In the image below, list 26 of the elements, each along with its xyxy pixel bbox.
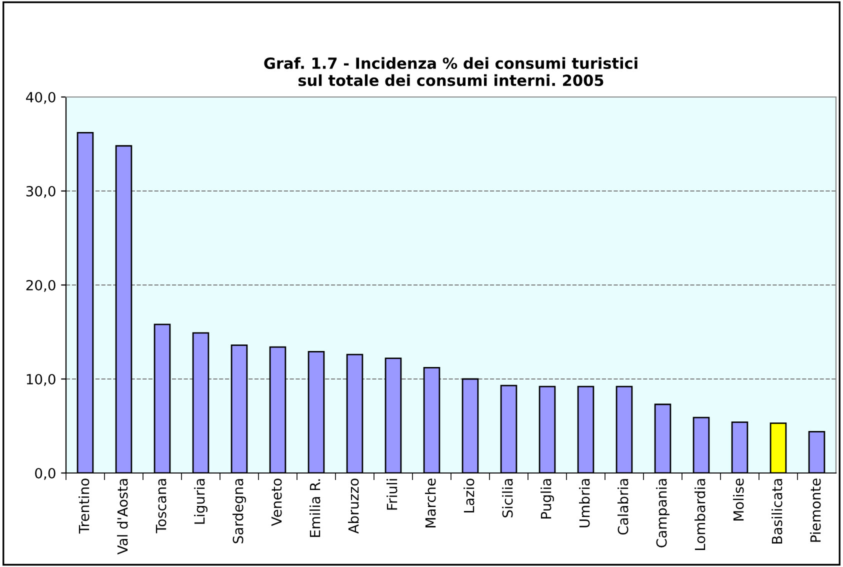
x-tick-label: Toscana [156,479,166,534]
x-tick-label: Emilia R. [310,479,320,537]
y-tick-label: 0,0 [35,468,56,480]
y-tick-label: 30,0 [26,186,56,198]
x-tick-label: Sardegna [232,479,246,544]
x-tick-label: Marche [425,478,436,528]
x-tick-label: Friuli [386,479,398,510]
x-tick-label: Puglia [540,479,554,518]
y-tick-label: 20,0 [26,280,56,292]
x-tick-label: Calabria [618,479,628,535]
y-tick-label: 10,0 [26,374,56,386]
x-tick-label: Piemonte [810,478,821,542]
x-tick-label: Veneto [271,478,282,526]
x-tick-label: Val d'Aosta [117,479,128,555]
x-tick-label: Molise [733,478,744,520]
x-tick-label: Umbria [579,479,590,528]
x-tick-label: Lazio [464,478,474,512]
x-tick-label: Abruzzo [348,478,359,534]
y-tick-label: 40,0 [26,92,56,104]
x-tick-label: Basilicata [772,479,782,544]
x-tick-label: Liguria [194,479,208,524]
x-tick-label: Lombardia [694,479,706,550]
x-tick-label: Campania [656,479,670,548]
chart-title: Graf. 1.7 - Incidenza % dei consumi turistici sul totale dei consumi interni. 2005 [264,57,638,86]
x-tick-label: Sicilia [502,479,513,518]
x-tick-label: Trentino [78,478,90,534]
